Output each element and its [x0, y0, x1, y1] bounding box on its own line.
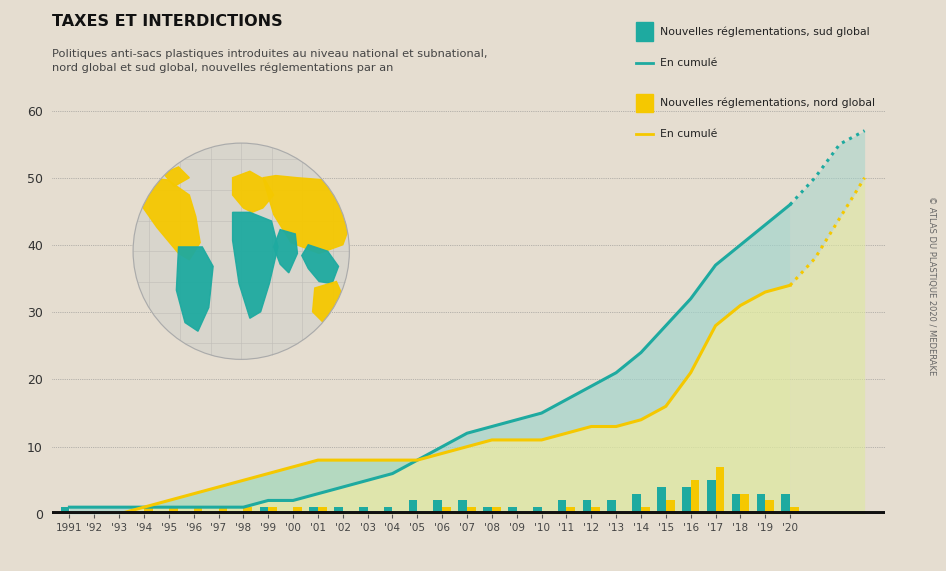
Text: En cumulé: En cumulé: [660, 58, 718, 68]
Bar: [384, 507, 393, 514]
Bar: [334, 507, 342, 514]
Bar: [442, 507, 451, 514]
Text: © ATLAS DU PLASTIQUE 2020 / MEDERAKE: © ATLAS DU PLASTIQUE 2020 / MEDERAKE: [927, 196, 937, 375]
Bar: [533, 507, 541, 514]
Bar: [467, 507, 476, 514]
Bar: [666, 500, 674, 514]
Bar: [433, 500, 442, 514]
Bar: [691, 480, 699, 514]
Bar: [567, 507, 575, 514]
Bar: [492, 507, 500, 514]
Bar: [318, 507, 326, 514]
Circle shape: [133, 143, 349, 359]
Polygon shape: [233, 171, 273, 212]
Bar: [558, 500, 567, 514]
Polygon shape: [176, 247, 213, 331]
Text: Politiques anti-sacs plastiques introduites au niveau national et subnational,
n: Politiques anti-sacs plastiques introdui…: [52, 49, 487, 73]
Bar: [591, 507, 600, 514]
Text: TAXES ET INTERDICTIONS: TAXES ET INTERDICTIONS: [52, 14, 283, 29]
Bar: [409, 500, 417, 514]
Text: En cumulé: En cumulé: [660, 129, 718, 139]
Polygon shape: [164, 167, 189, 186]
Bar: [790, 507, 798, 514]
Text: Nouvelles réglementations, sud global: Nouvelles réglementations, sud global: [660, 26, 870, 37]
Bar: [144, 507, 152, 514]
Bar: [583, 500, 591, 514]
Bar: [641, 507, 650, 514]
Polygon shape: [312, 282, 345, 327]
Bar: [243, 507, 252, 514]
Bar: [636, 22, 653, 41]
Bar: [682, 487, 691, 514]
Bar: [781, 494, 790, 514]
Bar: [293, 507, 302, 514]
Polygon shape: [273, 230, 297, 273]
Bar: [707, 480, 715, 514]
Bar: [269, 507, 277, 514]
Bar: [765, 500, 774, 514]
Bar: [194, 507, 202, 514]
Bar: [309, 507, 318, 514]
Bar: [715, 467, 725, 514]
Polygon shape: [233, 212, 278, 318]
Bar: [219, 507, 227, 514]
Text: Nouvelles réglementations, nord global: Nouvelles réglementations, nord global: [660, 98, 875, 108]
Bar: [757, 494, 765, 514]
Bar: [731, 494, 741, 514]
Bar: [632, 494, 641, 514]
Bar: [61, 507, 69, 514]
Bar: [359, 507, 368, 514]
Bar: [483, 507, 492, 514]
Bar: [636, 94, 653, 112]
Bar: [259, 507, 269, 514]
Polygon shape: [302, 245, 339, 284]
Bar: [168, 507, 178, 514]
Polygon shape: [131, 178, 201, 260]
Bar: [458, 500, 467, 514]
Polygon shape: [263, 175, 352, 254]
Bar: [607, 500, 616, 514]
Bar: [741, 494, 749, 514]
Bar: [508, 507, 517, 514]
Bar: [657, 487, 666, 514]
